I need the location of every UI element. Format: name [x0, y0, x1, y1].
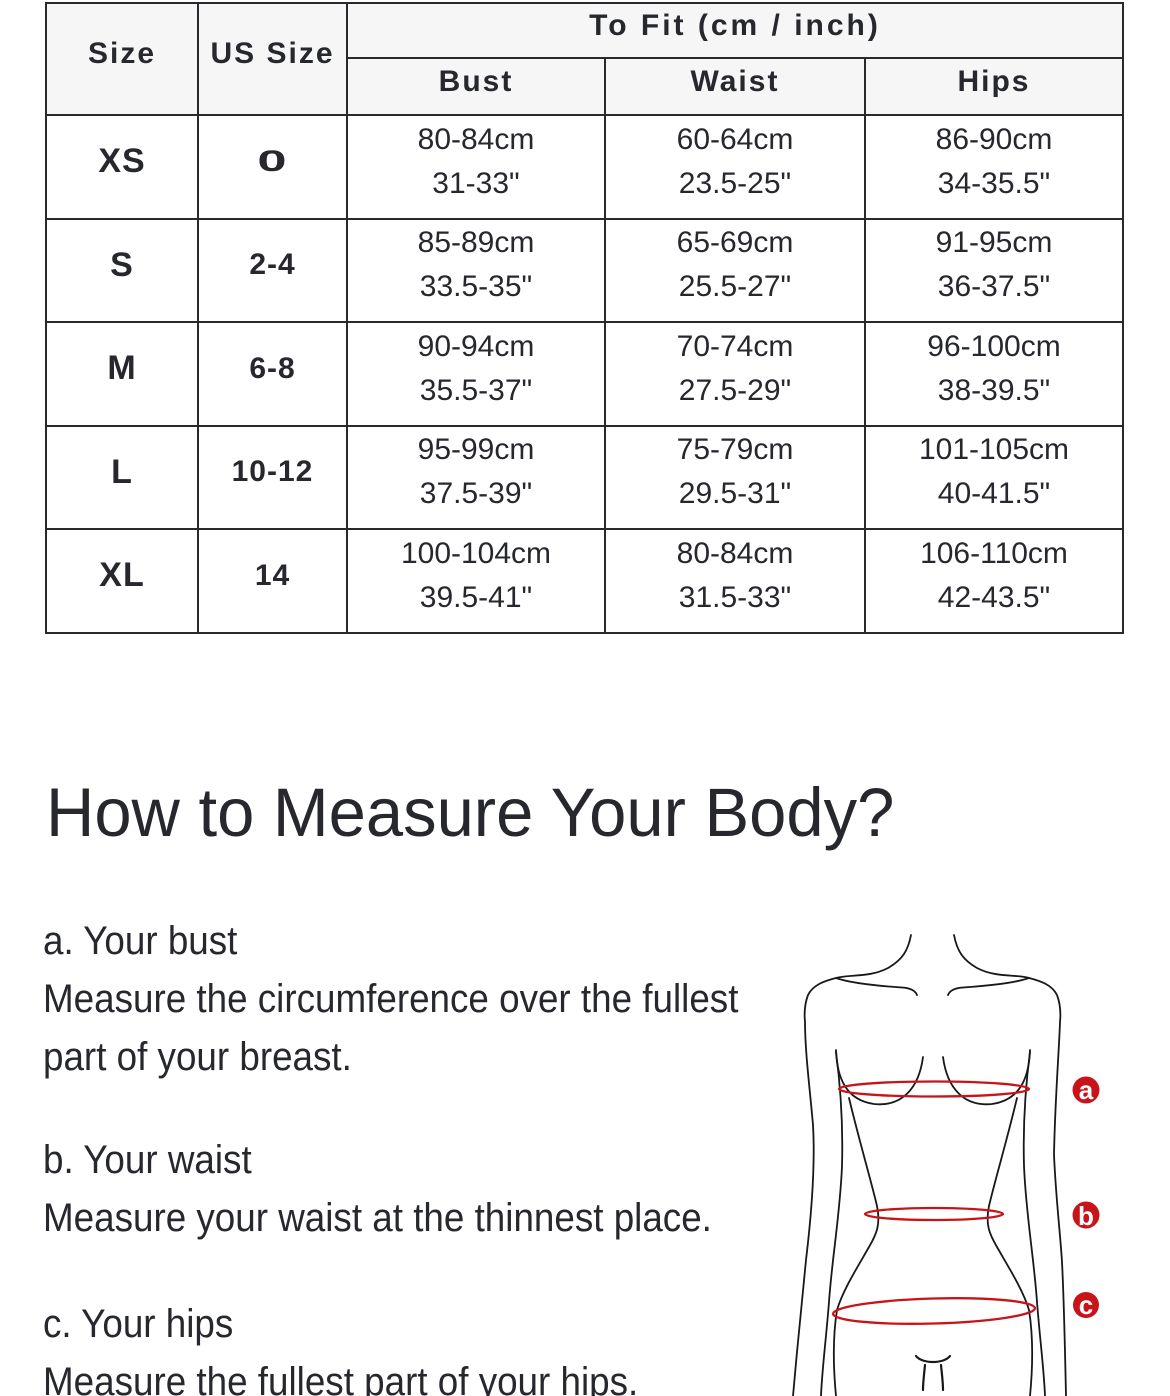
svg-text:a: a	[1079, 1075, 1094, 1105]
svg-text:b: b	[1078, 1201, 1094, 1231]
svg-text:c: c	[1079, 1290, 1093, 1320]
